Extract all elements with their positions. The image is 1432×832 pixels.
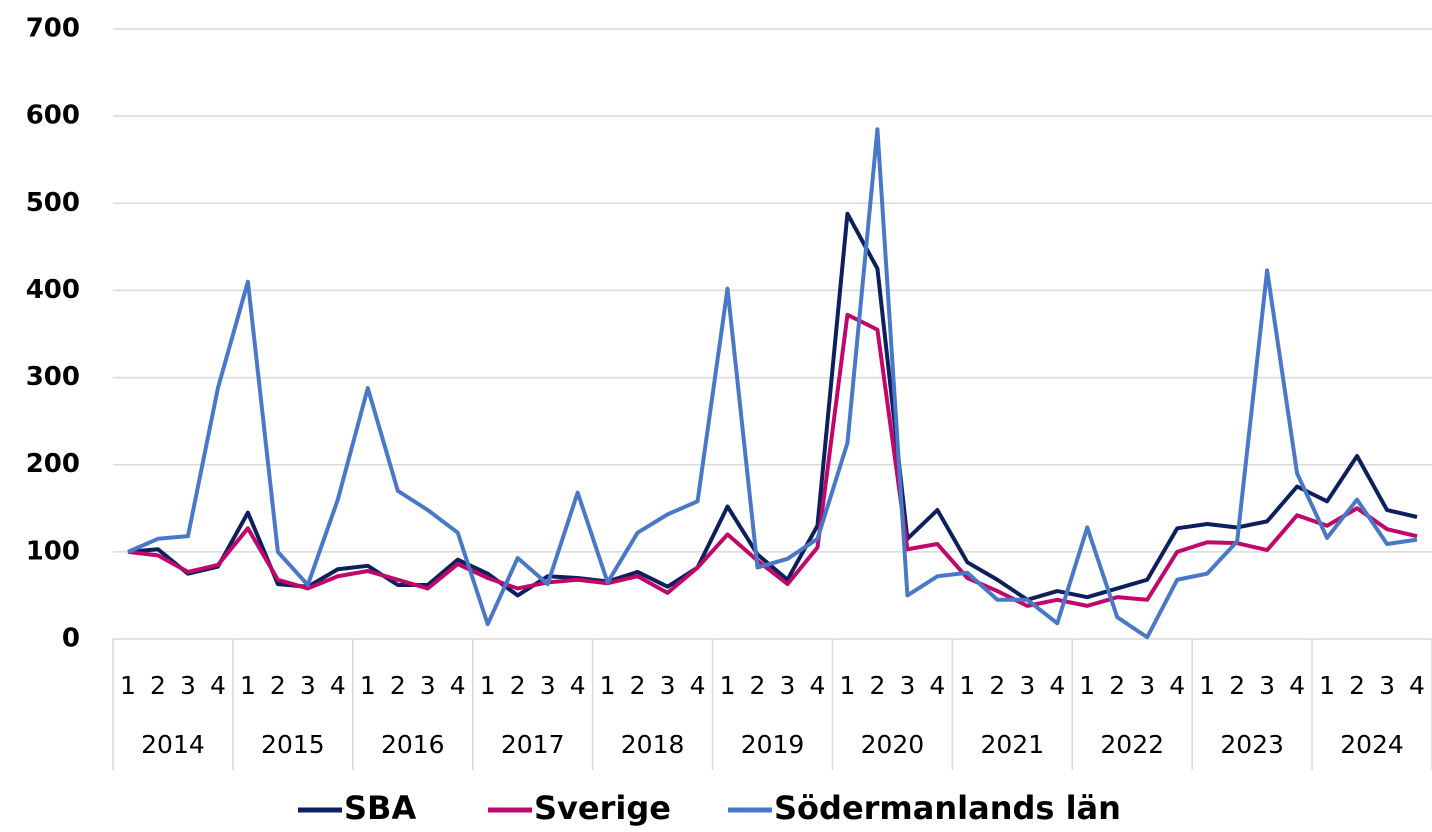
x-tick-label: 1 [120,671,136,700]
x-tick-label: 2 [390,671,406,700]
x-tick-label: 3 [1379,671,1395,700]
x-group-label: 2024 [1340,730,1404,759]
x-tick-label: 1 [360,671,376,700]
x-tick-label: 1 [839,671,855,700]
x-tick-label: 3 [540,671,556,700]
x-tick-label: 4 [570,671,586,700]
x-tick-label: 3 [180,671,196,700]
x-tick-label: 2 [630,671,646,700]
x-tick-label: 4 [1049,671,1065,700]
x-tick-label: 2 [150,671,166,700]
x-tick-label: 3 [1019,671,1035,700]
x-tick-label: 1 [1319,671,1335,700]
x-tick-label: 2 [989,671,1005,700]
x-group-label: 2018 [621,730,685,759]
y-tick-label: 500 [26,188,80,218]
legend-label: SBA [344,789,416,827]
x-tick-label: 1 [959,671,975,700]
x-tick-label: 4 [810,671,826,700]
x-tick-label: 1 [720,671,736,700]
x-group-label: 2023 [1220,730,1284,759]
series-line [127,211,1418,602]
x-tick-label: 2 [1229,671,1245,700]
x-tick-label: 1 [1079,671,1095,700]
y-tick-label: 100 [26,536,80,566]
x-tick-label: 2 [510,671,526,700]
x-tick-label: 4 [1289,671,1305,700]
y-tick-label: 400 [26,275,80,305]
x-tick-label: 1 [600,671,616,700]
y-tick-label: 200 [26,449,80,479]
x-tick-label: 4 [210,671,226,700]
x-tick-label: 4 [330,671,346,700]
y-tick-label: 300 [26,362,80,392]
y-tick-label: 600 [26,101,80,131]
x-group-label: 2017 [501,730,565,759]
x-tick-label: 3 [420,671,436,700]
x-group-label: 2014 [141,730,205,759]
x-tick-label: 4 [690,671,706,700]
x-tick-label: 2 [869,671,885,700]
x-tick-label: 2 [1349,671,1365,700]
x-tick-label: 1 [1199,671,1215,700]
x-tick-label: 4 [450,671,466,700]
x-tick-label: 1 [480,671,496,700]
x-tick-label: 4 [929,671,945,700]
x-tick-label: 1 [240,671,256,700]
x-tick-label: 3 [1139,671,1155,700]
x-tick-label: 4 [1409,671,1425,700]
x-group-label: 2015 [261,730,325,759]
legend-label: Södermanlands län [774,789,1121,827]
x-tick-label: 2 [1109,671,1125,700]
x-group-label: 2019 [741,730,805,759]
x-tick-label: 3 [899,671,915,700]
x-tick-label: 2 [750,671,766,700]
x-group-label: 2021 [981,730,1045,759]
x-tick-label: 3 [780,671,796,700]
x-group-label: 2016 [381,730,445,759]
x-tick-label: 4 [1169,671,1185,700]
y-tick-label: 0 [62,624,80,654]
series-line [127,312,1418,608]
y-tick-label: 700 [26,14,80,44]
x-tick-label: 3 [660,671,676,700]
x-group-label: 2020 [861,730,925,759]
x-tick-label: 3 [300,671,316,700]
x-tick-label: 2 [270,671,286,700]
x-group-label: 2022 [1100,730,1164,759]
x-tick-label: 3 [1259,671,1275,700]
legend-label: Sverige [534,789,671,827]
series-line [127,127,1418,640]
